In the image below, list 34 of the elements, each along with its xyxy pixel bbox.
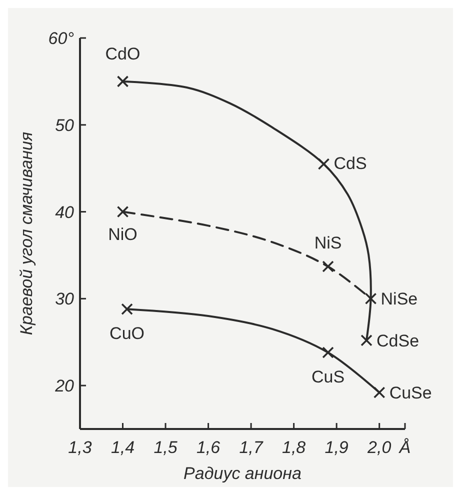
annotation: CdS bbox=[334, 154, 367, 173]
point bbox=[116, 206, 129, 218]
annotation: CuO bbox=[110, 324, 145, 344]
x-tick-label: 1,9 bbox=[324, 438, 349, 457]
y-tick-label: 40 bbox=[55, 202, 75, 222]
y-axis-title: Краевой угол смачивания bbox=[17, 132, 36, 336]
x-tick-label: Å bbox=[398, 438, 411, 457]
point bbox=[116, 76, 129, 88]
point bbox=[322, 260, 334, 272]
annotation: NiS bbox=[314, 234, 342, 253]
x-tick-label: 1,6 bbox=[196, 438, 221, 457]
point bbox=[318, 158, 330, 170]
x-tick-label: 1,4 bbox=[110, 438, 135, 457]
annotation: NiO bbox=[108, 224, 138, 244]
annotation: CuSe bbox=[389, 384, 432, 403]
point bbox=[322, 346, 334, 358]
y-tick-label: 20 bbox=[54, 376, 75, 396]
x-tick-label: 1,8 bbox=[282, 438, 306, 457]
x-tick-label: 1,5 bbox=[154, 438, 178, 457]
y-tick-label: 30 bbox=[55, 290, 75, 309]
y-tick-label: 60° bbox=[48, 29, 74, 48]
point bbox=[121, 303, 133, 315]
point bbox=[364, 292, 377, 305]
annotation: CdO bbox=[105, 44, 140, 64]
x-tick-label: 2,0 bbox=[366, 438, 392, 457]
annotation: NiSe bbox=[380, 290, 418, 309]
x-tick-label: 1,7 bbox=[239, 438, 264, 457]
point bbox=[373, 386, 386, 398]
x-tick-label: 1,3 bbox=[68, 438, 92, 457]
x-axis-title: Радиус аниона bbox=[184, 464, 302, 483]
point bbox=[360, 334, 372, 346]
y-tick-label: 50 bbox=[55, 116, 75, 135]
annotation: CuS bbox=[311, 368, 345, 387]
annotation: CdSe bbox=[376, 331, 420, 350]
